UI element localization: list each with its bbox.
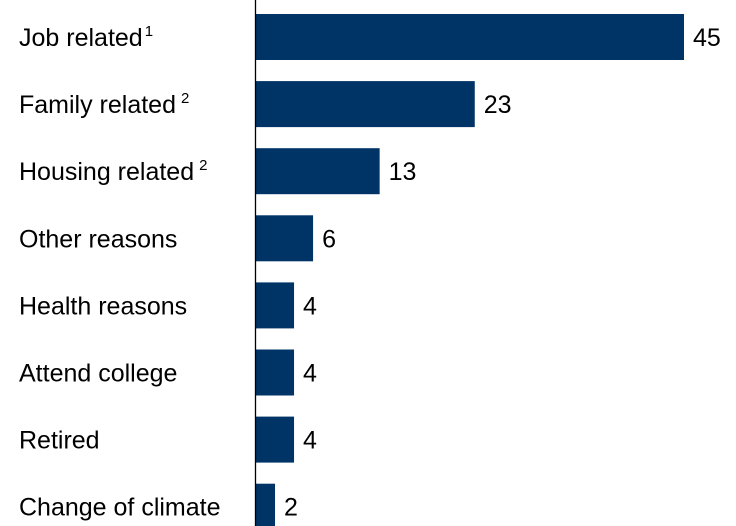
- bar-housing-related: [256, 148, 380, 195]
- bar-health-reasons: [256, 282, 295, 329]
- footnote-mark: 2: [199, 157, 207, 174]
- bar-retired: [256, 416, 295, 463]
- bar-other-reasons: [256, 215, 314, 262]
- footnote-mark: 1: [145, 23, 153, 40]
- category-label-change-of-climate: Change of climate: [19, 494, 221, 522]
- value-label-other-reasons: 6: [322, 225, 336, 253]
- category-label-other-reasons: Other reasons: [19, 225, 177, 253]
- category-label-health-reasons: Health reasons: [19, 292, 187, 320]
- category-label-housing-related: Housing related 2: [19, 157, 207, 186]
- value-label-retired: 4: [303, 427, 317, 455]
- value-label-housing-related: 13: [389, 158, 417, 186]
- value-label-family-related: 23: [484, 91, 512, 119]
- value-label-health-reasons: 4: [303, 292, 317, 320]
- bar-family-related: [256, 81, 475, 128]
- value-label-attend-college: 4: [303, 360, 317, 388]
- value-labels-group: 45 23 13 6 4 4 4 2: [284, 24, 721, 522]
- category-label-job-related: Job related 1: [19, 23, 153, 52]
- category-label-attend-college: Attend college: [19, 360, 177, 388]
- value-label-job-related: 45: [693, 24, 721, 52]
- bar-change-of-climate: [256, 483, 276, 526]
- footnote-mark: 2: [181, 90, 189, 107]
- category-label-family-related: Family related 2: [19, 90, 189, 119]
- bar-job-related: [256, 14, 684, 60]
- value-label-change-of-climate: 2: [284, 494, 298, 522]
- category-labels-group: Job related 1 Family related 2 Housing relat…: [19, 23, 221, 522]
- bar-attend-college: [256, 349, 295, 396]
- category-label-retired: Retired: [19, 427, 100, 455]
- bars-group: [256, 14, 684, 526]
